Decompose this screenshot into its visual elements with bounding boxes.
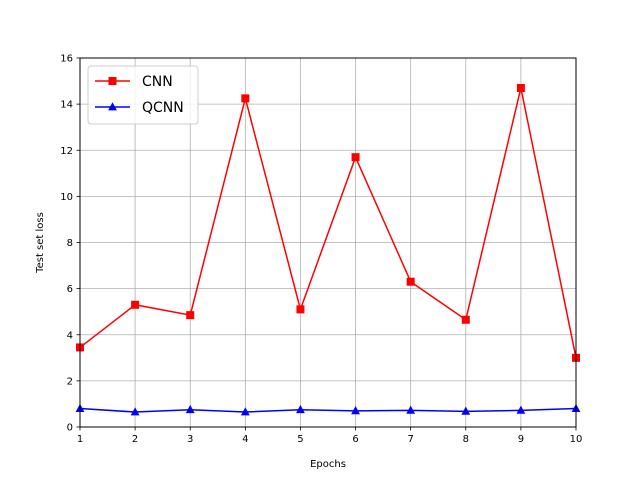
data-point — [296, 404, 305, 414]
x-tick-label: 9 — [518, 434, 524, 445]
y-tick-label: 10 — [60, 192, 73, 203]
x-axis-title: Epochs — [310, 459, 346, 470]
y-tick-label: 6 — [67, 284, 73, 295]
y-tick-label: 8 — [67, 238, 73, 249]
x-tick-label: 3 — [187, 434, 193, 445]
data-point — [186, 311, 195, 320]
x-tick-label: 4 — [242, 434, 248, 445]
y-tick-label: 0 — [67, 423, 73, 434]
y-tick-label: 4 — [67, 330, 73, 341]
x-tick-label: 5 — [297, 434, 303, 445]
x-tick-label: 6 — [352, 434, 358, 445]
x-tick-label: 10 — [570, 434, 583, 445]
x-tick-label: 7 — [407, 434, 413, 445]
y-tick-label: 14 — [60, 100, 73, 111]
data-point — [516, 83, 525, 92]
data-point — [461, 406, 471, 415]
data-point — [351, 153, 360, 162]
series-line — [79, 407, 577, 413]
data-point — [296, 305, 305, 314]
x-tick-label: 1 — [77, 434, 83, 445]
legend-label: CNN — [142, 74, 173, 90]
data-point — [406, 405, 416, 414]
data-point — [406, 277, 415, 286]
data-point — [131, 300, 140, 309]
data-point — [351, 406, 360, 415]
data-point — [185, 404, 195, 414]
data-point — [516, 405, 526, 414]
data-point — [461, 315, 470, 324]
legend: CNN QCNN — [87, 65, 199, 125]
y-axis-title: Test set loss — [35, 212, 46, 274]
legend-label: QCNN — [142, 100, 184, 116]
data-point — [241, 94, 250, 103]
x-tick-label: 2 — [132, 434, 138, 445]
y-tick-label: 2 — [67, 376, 73, 387]
legend-marker — [108, 77, 117, 85]
y-tick-label: 16 — [60, 54, 73, 65]
x-tick-label: 8 — [463, 434, 469, 445]
y-tick-label: 12 — [60, 146, 73, 157]
data-point — [240, 407, 250, 416]
data-point — [130, 407, 140, 416]
series-line — [79, 87, 577, 358]
legend-marker — [108, 102, 117, 111]
